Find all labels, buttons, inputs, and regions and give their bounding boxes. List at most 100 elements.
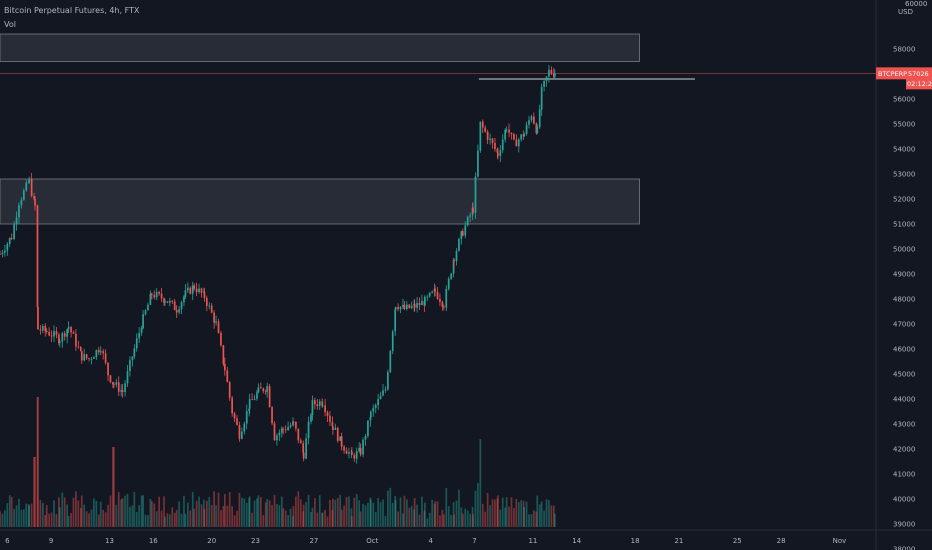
volume-bar [131, 505, 134, 527]
volume-bar [55, 514, 58, 527]
volume-bar [210, 504, 213, 527]
volume-bar [231, 506, 233, 527]
volume-bar [369, 499, 372, 527]
volume-bar [203, 509, 206, 527]
candle-body [436, 291, 439, 299]
candle-body [248, 399, 251, 409]
volume-bar [236, 510, 238, 527]
candle-body [431, 291, 434, 293]
volume-bar [358, 500, 361, 527]
candle-body [334, 427, 337, 430]
volume-bar [251, 512, 253, 527]
volume-bar [37, 397, 39, 527]
candle-body [486, 131, 489, 140]
volume-bar [445, 487, 448, 527]
volume-bar [191, 492, 194, 527]
volume-bar [1, 513, 4, 527]
candle-body [168, 300, 171, 303]
volume-bar [461, 513, 464, 527]
volume-bar [271, 505, 273, 527]
candle-body [273, 423, 276, 441]
candle-body [332, 426, 334, 430]
volume-bar [550, 505, 553, 527]
candle-body [58, 334, 60, 343]
volume-bar [79, 507, 82, 527]
volume-bar [41, 502, 44, 527]
volume-bar [522, 500, 525, 527]
candle-body [336, 427, 339, 441]
candle-body [302, 443, 305, 453]
volume-bar [351, 516, 353, 527]
candle-body [80, 351, 83, 361]
volume-bar [321, 512, 324, 527]
volume-bar [343, 505, 345, 527]
candle-body [85, 354, 88, 359]
time-tick-label: 11 [528, 537, 537, 545]
candle-body [0, 254, 1, 255]
price-tick-label: 49000 [893, 271, 915, 279]
volume-bar [355, 494, 358, 527]
candle-body [245, 410, 248, 424]
candle-body [195, 288, 198, 293]
candle-body [548, 69, 550, 77]
candle-body [331, 421, 334, 427]
volume-bar [195, 500, 198, 527]
candle-body [175, 309, 178, 313]
volume-bar [193, 508, 196, 527]
candle-body [233, 413, 236, 419]
volume-bar [10, 497, 13, 527]
candle-body [183, 296, 185, 303]
volume-bar [486, 492, 489, 527]
volume-bar [382, 499, 384, 527]
volume-bar [25, 503, 28, 527]
volume-bar [95, 500, 98, 527]
volume-bar [280, 496, 283, 527]
candle-body [408, 304, 411, 308]
volume-bar [0, 511, 1, 527]
volume-bar [248, 498, 251, 527]
candle-body [418, 302, 421, 306]
time-tick-label: 16 [149, 537, 158, 545]
volume-bar [504, 507, 507, 527]
volume-bar [276, 503, 278, 527]
candle-body [504, 129, 507, 140]
volume-bar [104, 512, 107, 527]
candle-body [213, 312, 215, 323]
candle-body [394, 307, 397, 310]
candle-body [282, 428, 285, 430]
volume-bar [124, 495, 126, 527]
candle-body [278, 432, 281, 436]
time-tick-label: Oct [366, 537, 378, 545]
candle-body [523, 134, 525, 137]
volume-bar [339, 494, 342, 527]
volume-bar [222, 505, 225, 527]
candle-body [164, 301, 166, 303]
volume-bar [362, 503, 364, 527]
candle-body [447, 278, 450, 289]
candle-body [472, 207, 474, 213]
volume-bar [513, 508, 515, 527]
volume-bar [90, 509, 93, 527]
candle-body [113, 384, 115, 385]
volume-bar [241, 497, 243, 527]
volume-bar [102, 509, 105, 527]
candle-body [104, 353, 107, 363]
candle-body [166, 301, 169, 303]
candle-body [59, 341, 61, 343]
candle-body [358, 447, 361, 452]
candle-body [445, 288, 448, 308]
volume-bar [436, 501, 439, 527]
candle-body [491, 138, 494, 144]
candle-body [61, 333, 64, 342]
candle-body [494, 143, 496, 149]
volume-bar [99, 501, 102, 527]
volume-bar [353, 497, 356, 527]
candle-body [191, 285, 194, 294]
volume-bar [348, 496, 350, 527]
volume-bar [245, 502, 248, 527]
candle-body [461, 231, 464, 236]
candle-body [316, 404, 319, 406]
volume-bar [497, 495, 499, 527]
volume-bar [391, 502, 394, 527]
